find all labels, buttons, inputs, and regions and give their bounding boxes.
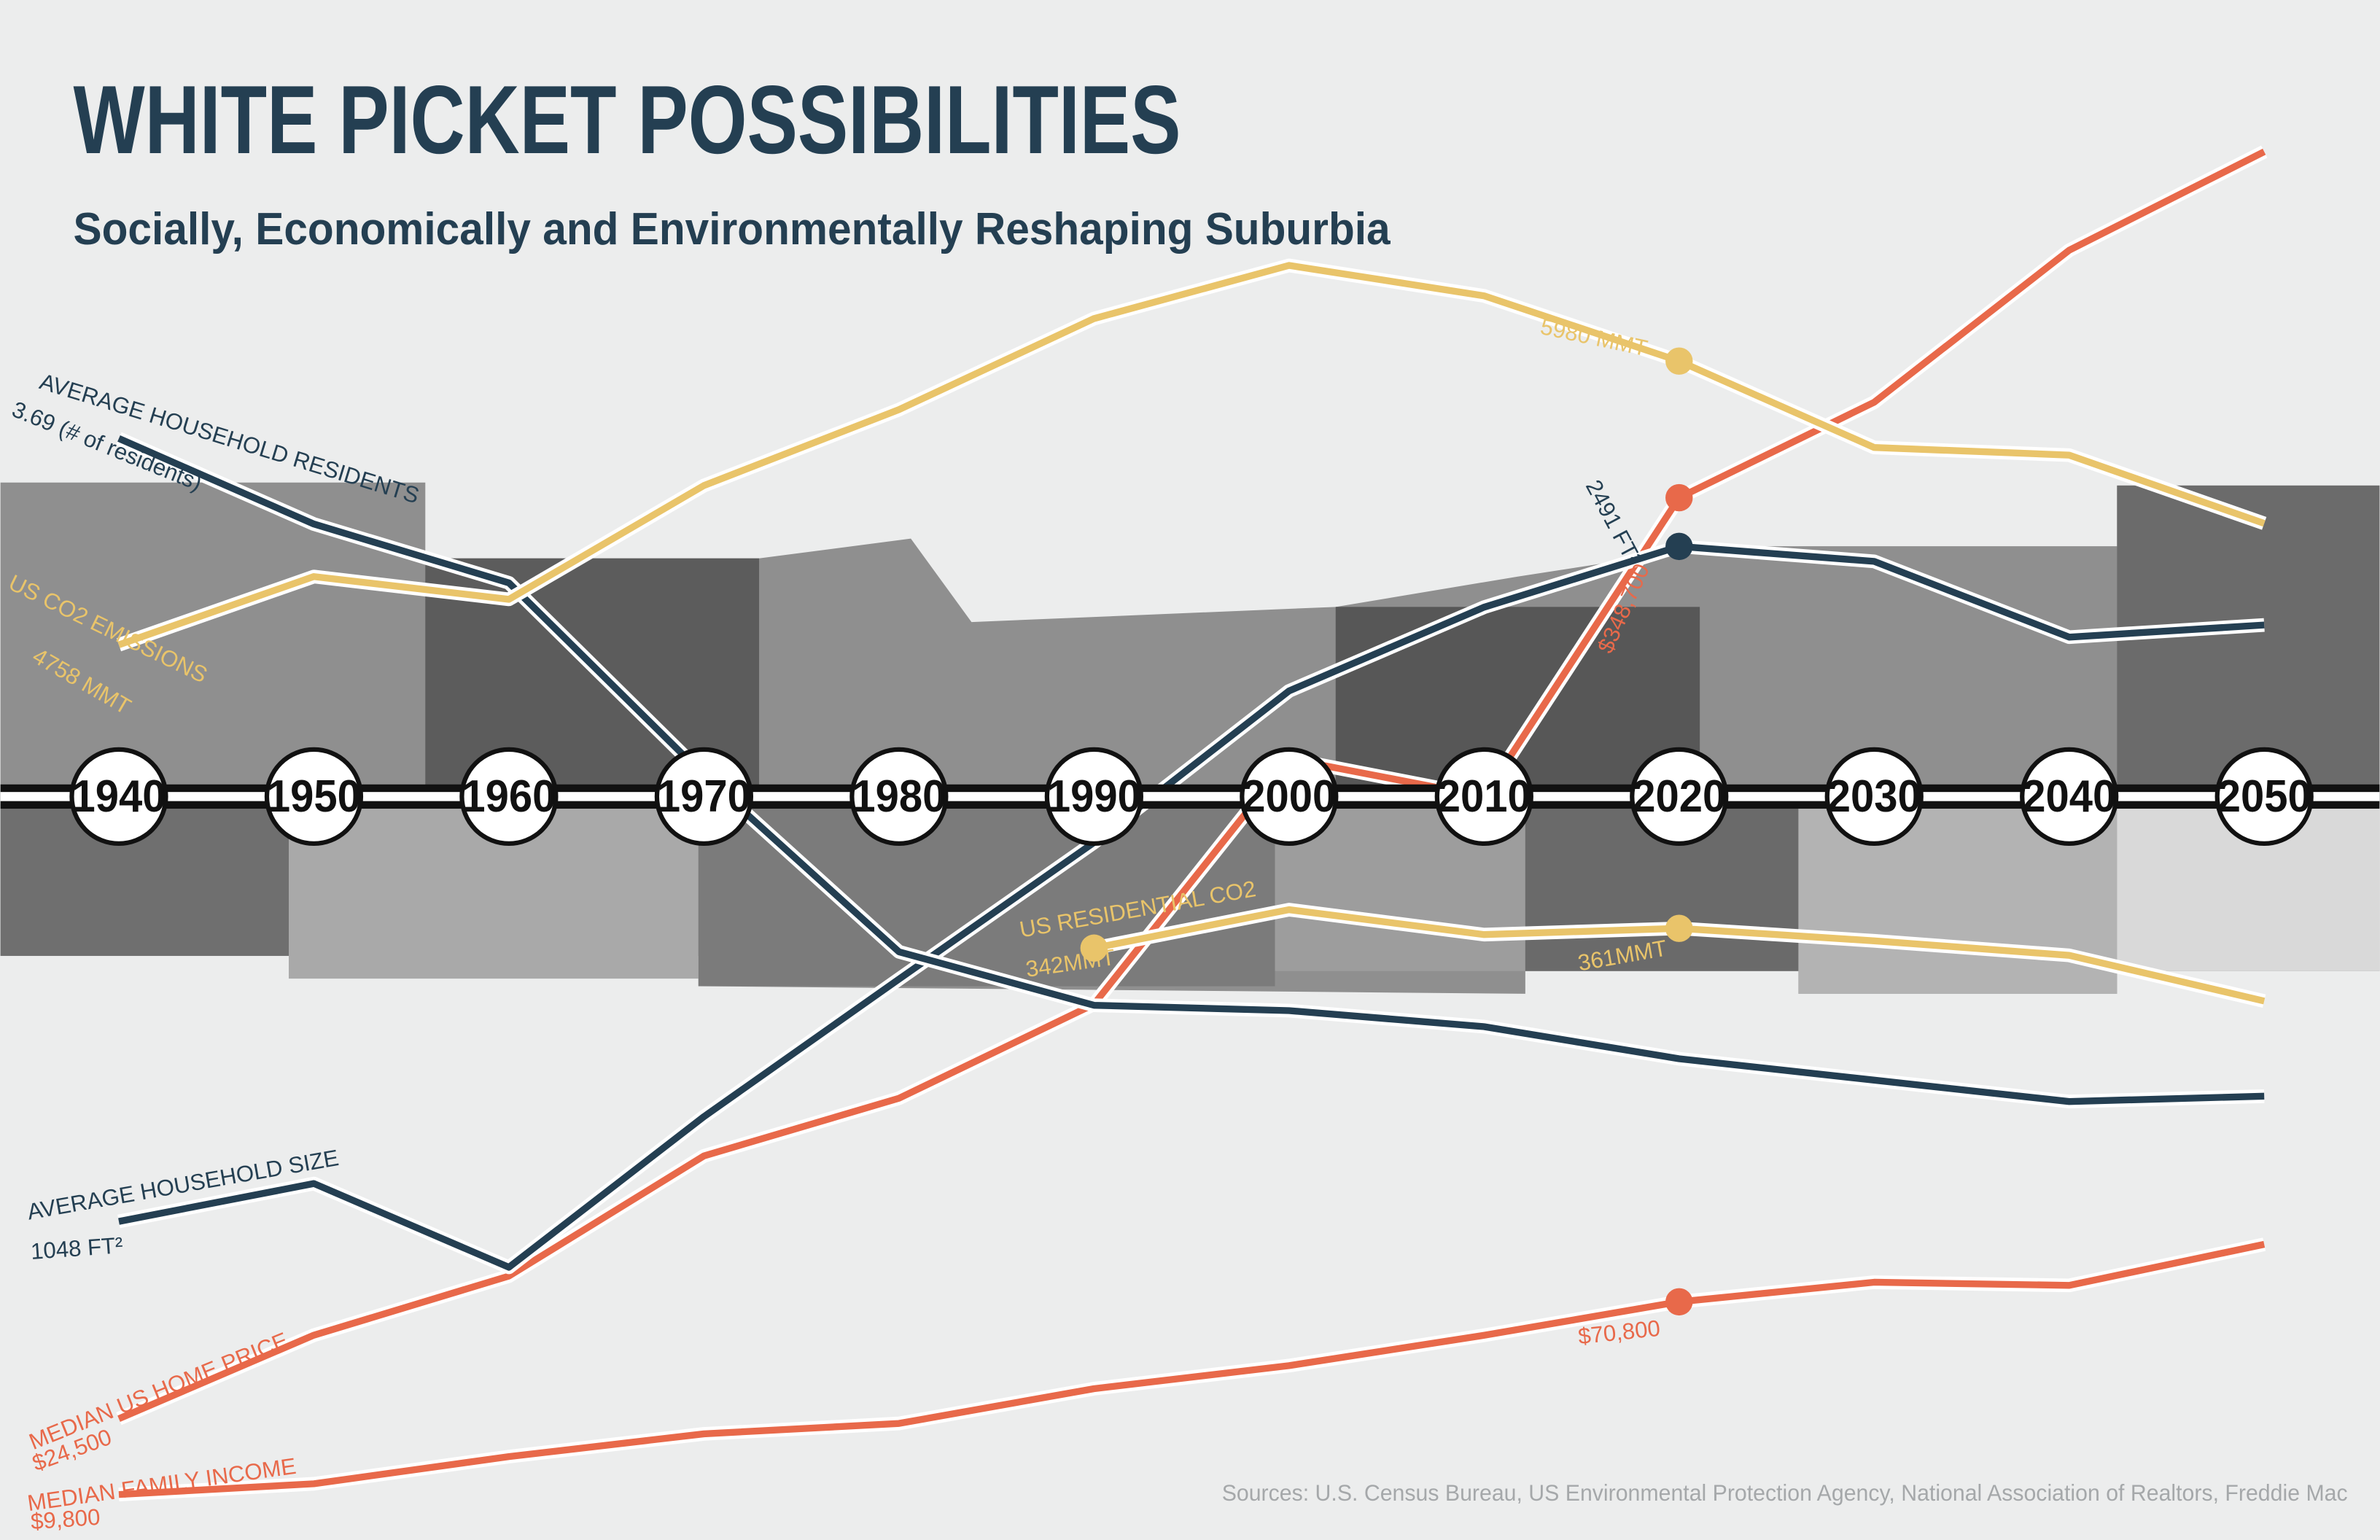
value-label: $9,800 bbox=[30, 1504, 101, 1535]
timeline: 1940 1950 1960 1970 1980 1990 2000 2010 2020 2030… bbox=[0, 747, 2380, 847]
year-label: 2020 bbox=[1632, 771, 1726, 822]
year-label: 1950 bbox=[267, 771, 361, 822]
year-marker bbox=[1434, 747, 1533, 847]
year-label: 1960 bbox=[462, 771, 556, 822]
timeline-stripe bbox=[0, 792, 2380, 801]
year-marker bbox=[264, 747, 364, 847]
year-label: 2030 bbox=[1827, 771, 1921, 822]
year-label: 2010 bbox=[1437, 771, 1531, 822]
year-marker bbox=[1824, 747, 1924, 847]
year-marker bbox=[2214, 747, 2314, 847]
series-line bbox=[118, 542, 2265, 1271]
data-point bbox=[1080, 934, 1108, 962]
subtitle: Socially, Economically and Environmental… bbox=[74, 203, 1391, 254]
photo-collage bbox=[0, 482, 2380, 994]
title: WHITE PICKET POSSIBILITIES bbox=[74, 66, 1181, 174]
year-marker bbox=[654, 747, 754, 847]
year-label: 1970 bbox=[657, 771, 751, 822]
year-marker bbox=[1630, 747, 1729, 847]
series-line bbox=[117, 148, 2266, 1422]
data-point bbox=[1665, 914, 1693, 942]
lines bbox=[116, 145, 2268, 1501]
year-label: 1990 bbox=[1047, 771, 1141, 822]
data-point bbox=[1665, 483, 1693, 512]
year-marker bbox=[849, 747, 949, 847]
year-label: 2050 bbox=[2217, 771, 2311, 822]
data-point bbox=[1665, 532, 1693, 561]
value-label: 1048 FT² bbox=[30, 1232, 124, 1264]
data-point bbox=[1665, 1288, 1693, 1316]
series-line bbox=[117, 262, 2266, 648]
year-marker bbox=[459, 747, 559, 847]
data-point bbox=[1665, 347, 1693, 375]
source: Sources: U.S. Census Bureau, US Environm… bbox=[1222, 1480, 2348, 1506]
year-marker bbox=[2020, 747, 2119, 847]
year-label: 1980 bbox=[852, 771, 946, 822]
year-marker bbox=[1240, 747, 1339, 847]
year-marker bbox=[1044, 747, 1143, 847]
year-label: 2040 bbox=[2022, 771, 2116, 822]
year-marker bbox=[69, 747, 168, 847]
photo bbox=[1335, 607, 1700, 786]
series-line bbox=[118, 1240, 2266, 1498]
series-line bbox=[117, 435, 2265, 1105]
year-label: 2000 bbox=[1242, 771, 1336, 822]
year-label: 1940 bbox=[71, 771, 166, 822]
